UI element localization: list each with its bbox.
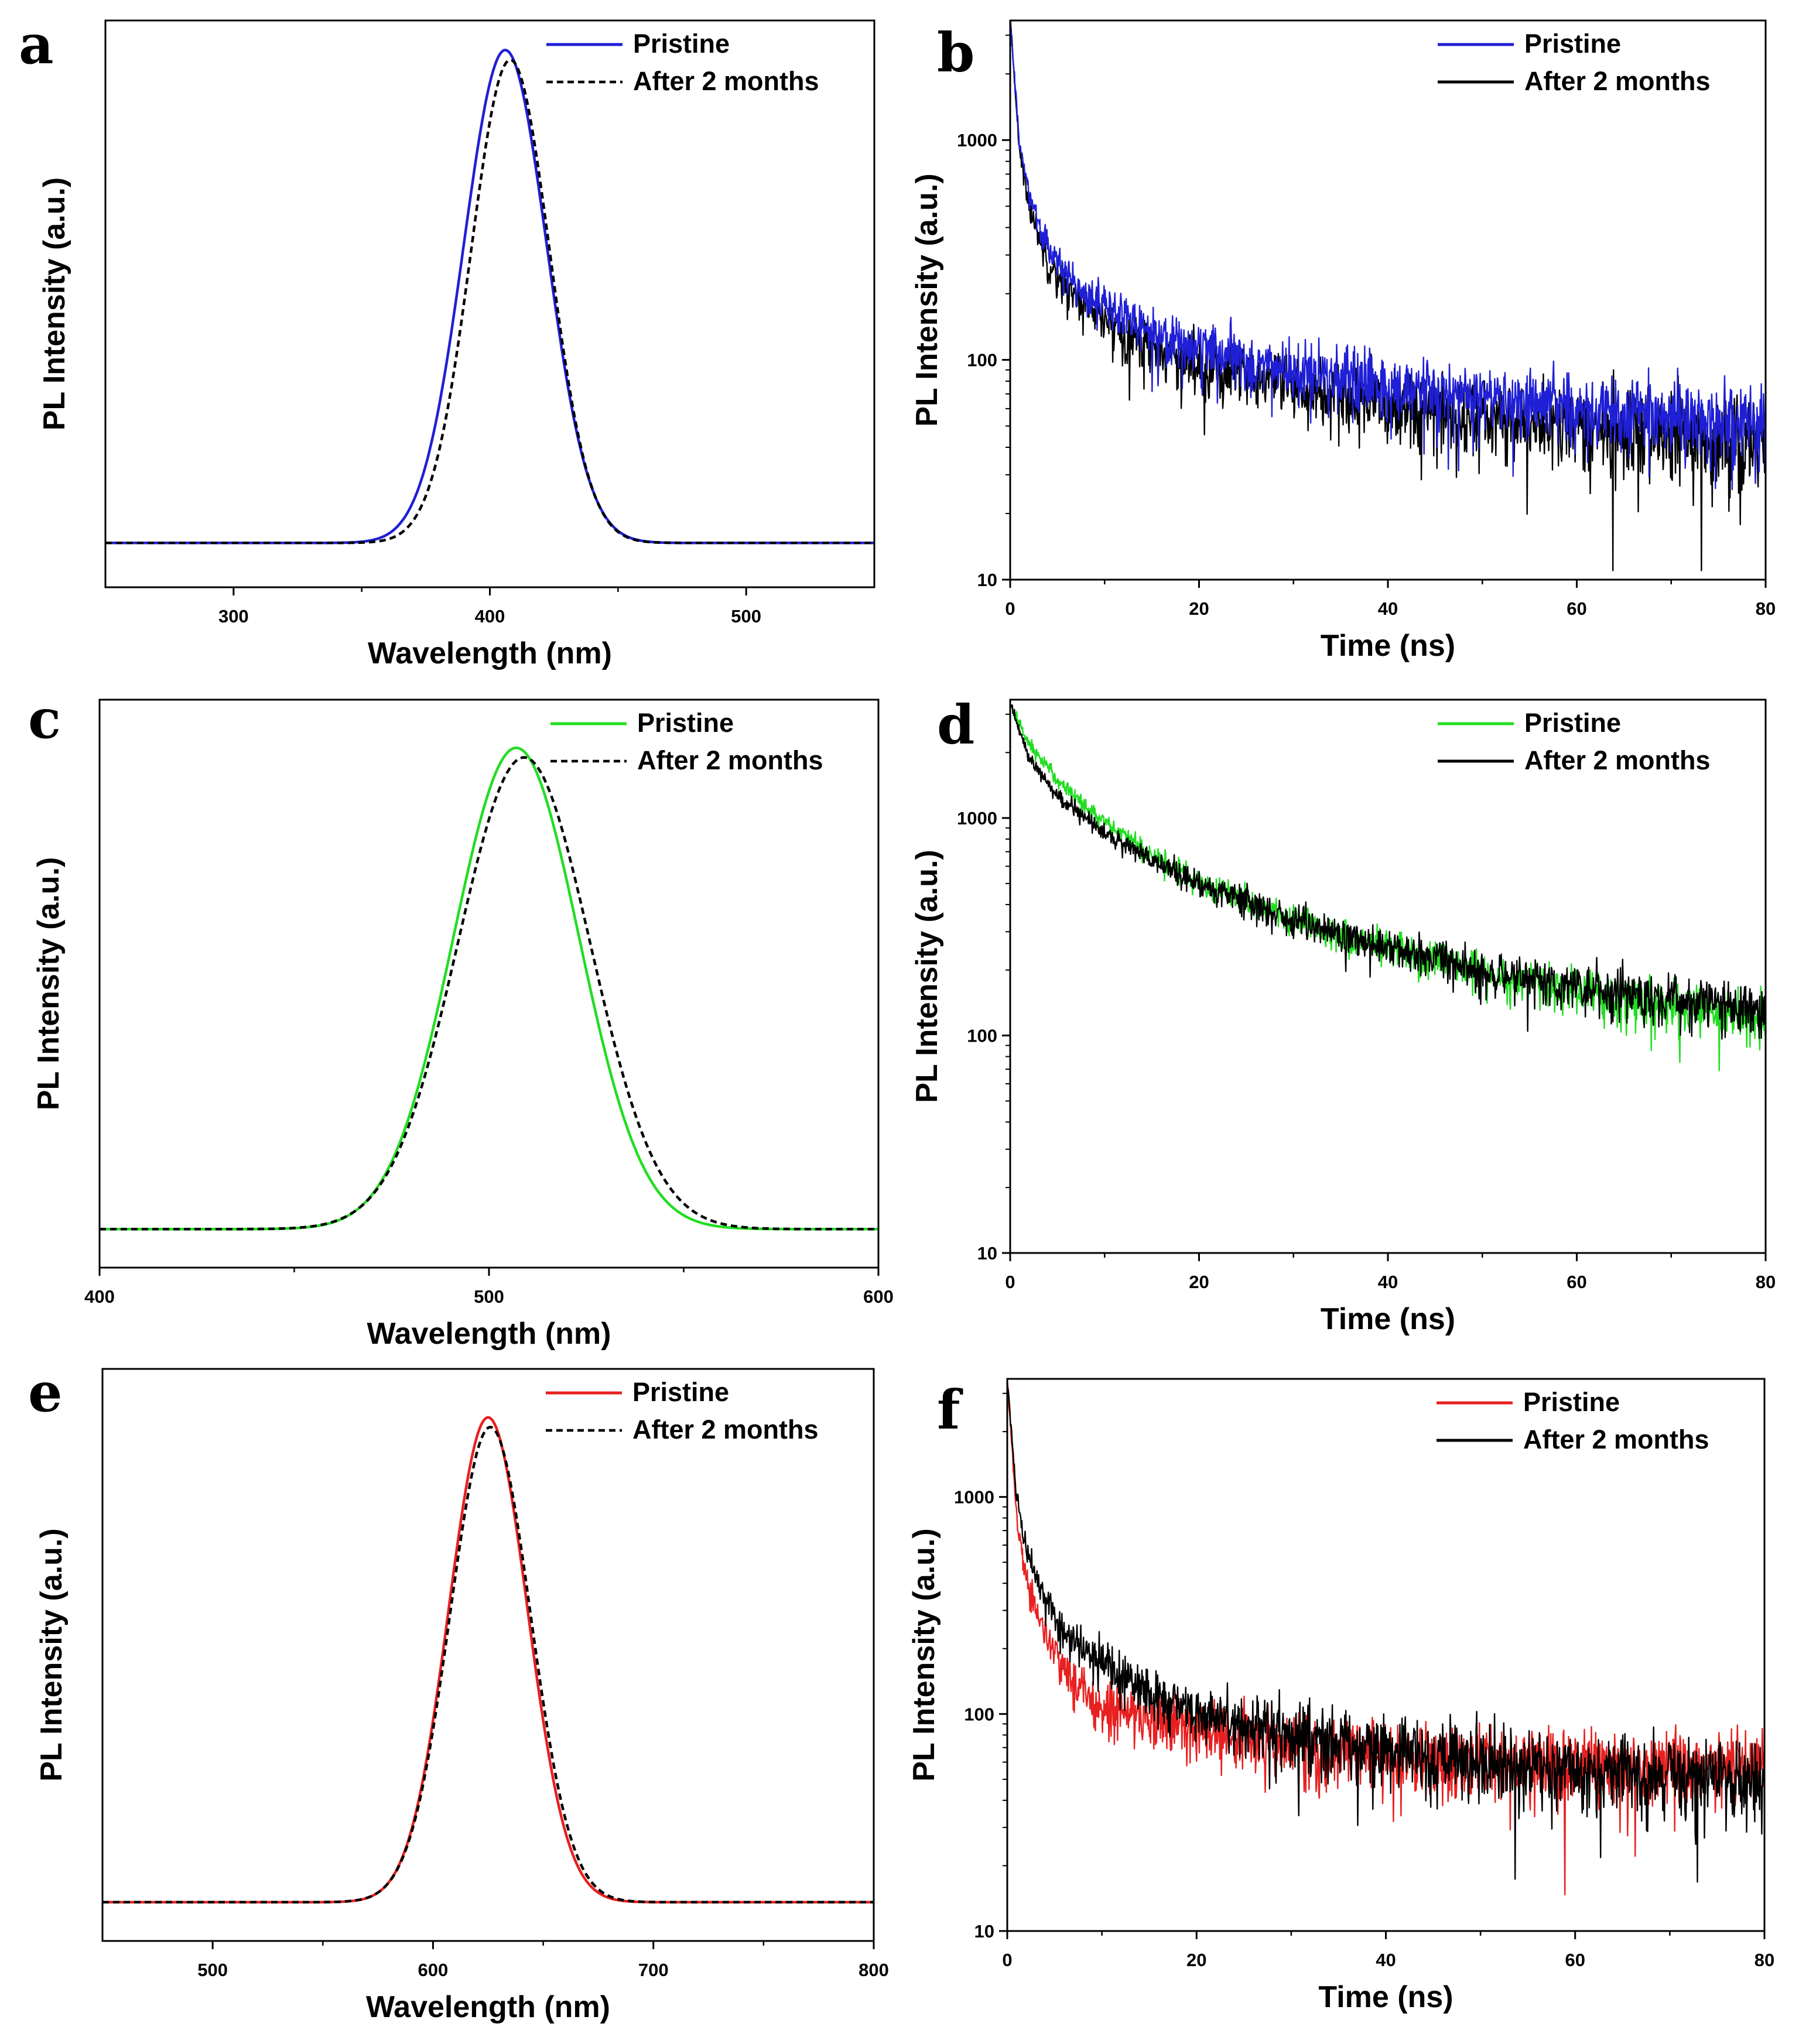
x-tick-label-f: 80 <box>1754 1950 1774 1970</box>
y-tick-label-f: 1000 <box>954 1487 994 1508</box>
legend-label-e: After 2 months <box>632 1415 819 1444</box>
plot-frame-c <box>98 699 880 1269</box>
panel-letter-c: c <box>28 687 61 751</box>
plot-area-f <box>1007 1379 1764 1896</box>
plot-area-b <box>1010 20 1766 571</box>
legend-label-f: After 2 months <box>1523 1425 1709 1454</box>
y-axis-title-a: PL Intensity (a.u.) <box>37 177 71 430</box>
x-tick-label-e: 700 <box>638 1960 669 1980</box>
plot-frame-b <box>1009 19 1767 581</box>
series-e-pristine <box>102 1416 874 1904</box>
x-tick-label-d: 20 <box>1189 1272 1209 1292</box>
series-b-after-2-months <box>1010 20 1766 571</box>
panel-letter-e: e <box>28 1361 63 1424</box>
y-axis-title-c: PL Intensity (a.u.) <box>32 857 66 1110</box>
x-tick-label-f: 20 <box>1186 1950 1206 1970</box>
plot-frame-d <box>1009 699 1767 1254</box>
x-tick-label-b: 20 <box>1189 598 1209 619</box>
series-f-after-2-months <box>1007 1379 1764 1883</box>
plot-area-e <box>102 1416 874 1904</box>
x-tick-label-a: 300 <box>218 606 249 626</box>
x-axis-title-b: Time (ns) <box>1321 629 1455 663</box>
x-axis-title-a: Wavelength (nm) <box>368 636 612 670</box>
plot-frame-e <box>101 1368 875 1942</box>
x-tick-label-b: 0 <box>1005 598 1015 619</box>
panel-c: 400 500 600 Wavelength (nm) PL Intensity (a.… <box>28 687 894 1351</box>
y-tick-label-d: 100 <box>967 1026 997 1046</box>
panel-e: 500 600 700 800 Wavelength (nm) PL Intensity … <box>28 1361 889 2024</box>
x-tick-label-f: 60 <box>1565 1950 1585 1970</box>
y-tick-label-f: 100 <box>964 1704 994 1724</box>
panel-a: 300 400 500 Wavelength (nm) PL Intensity (a.… <box>19 13 875 670</box>
x-tick-label-c: 500 <box>474 1286 504 1307</box>
legend-label-b: Pristine <box>1524 29 1621 59</box>
x-tick-label-c: 600 <box>863 1286 894 1307</box>
legend-label-e: Pristine <box>632 1377 729 1407</box>
x-tick-label-b: 80 <box>1756 598 1776 619</box>
plot-frame-f <box>1006 1378 1766 1932</box>
x-tick-label-a: 500 <box>731 606 761 626</box>
x-axis-title-c: Wavelength (nm) <box>367 1317 611 1351</box>
plot-area-d <box>1010 704 1766 1071</box>
series-f-pristine <box>1007 1379 1764 1896</box>
x-tick-label-e: 800 <box>859 1960 889 1980</box>
y-axis-title-b: PL Intensity (a.u.) <box>910 173 944 426</box>
legend-label-c: After 2 months <box>637 745 823 775</box>
legend-label-a: After 2 months <box>633 66 819 96</box>
legend-label-b: After 2 months <box>1524 66 1711 96</box>
legend-label-f: Pristine <box>1523 1387 1620 1417</box>
x-tick-label-d: 40 <box>1378 1272 1398 1292</box>
plot-area-c <box>100 746 878 1231</box>
series-c-after-2-months <box>100 756 878 1231</box>
y-tick-label-b: 100 <box>967 350 997 371</box>
panel-d: 0 20 40 60 80 10 100 1000 Time (ns) PL Intensity … <box>910 693 1776 1336</box>
series-d-after-2-months <box>1010 704 1766 1040</box>
x-axis-title-d: Time (ns) <box>1321 1302 1455 1336</box>
x-tick-label-f: 0 <box>1002 1950 1012 1970</box>
legend-label-a: Pristine <box>633 29 730 59</box>
panel-letter-d: d <box>937 693 974 756</box>
y-axis-title-d: PL Intensity (a.u.) <box>910 850 944 1103</box>
x-tick-label-e: 600 <box>418 1960 449 1980</box>
series-e-after-2-months <box>102 1426 874 1904</box>
plot-area-a <box>105 49 874 545</box>
y-tick-label-b: 1000 <box>957 130 997 150</box>
panel-letter-b: b <box>937 21 974 84</box>
legend-label-d: After 2 months <box>1524 745 1711 775</box>
plot-frame-a <box>104 19 875 588</box>
legend-label-d: Pristine <box>1524 708 1621 738</box>
series-b-pristine <box>1010 20 1766 491</box>
panel-f: 0 20 40 60 80 10 100 1000 Time (ns) PL Intensity … <box>907 1378 1774 2014</box>
panel-b: 0 20 40 60 80 10 100 1000 Time (ns) PL Intensity … <box>910 19 1776 663</box>
x-tick-label-d: 0 <box>1005 1272 1015 1292</box>
y-tick-label-b: 10 <box>977 570 997 590</box>
x-tick-label-d: 60 <box>1567 1272 1586 1292</box>
panel-letter-f: f <box>937 1378 963 1442</box>
x-tick-label-c: 400 <box>84 1286 115 1307</box>
x-axis-title-e: Wavelength (nm) <box>366 1990 610 2024</box>
x-tick-label-b: 40 <box>1378 598 1398 619</box>
legend-label-c: Pristine <box>637 708 734 738</box>
y-tick-label-d: 10 <box>977 1243 997 1264</box>
x-axis-title-f: Time (ns) <box>1318 1980 1453 2014</box>
panel-letter-a: a <box>19 13 54 76</box>
y-tick-label-d: 1000 <box>957 808 997 828</box>
y-axis-title-e: PL Intensity (a.u.) <box>35 1528 69 1781</box>
y-axis-title-f: PL Intensity (a.u.) <box>907 1528 941 1781</box>
x-tick-label-b: 60 <box>1567 598 1586 619</box>
y-tick-label-f: 10 <box>974 1921 994 1942</box>
x-tick-label-f: 40 <box>1376 1950 1396 1970</box>
x-tick-label-e: 500 <box>197 1960 228 1980</box>
x-tick-label-a: 400 <box>475 606 505 626</box>
series-a-after-2-months <box>105 59 874 545</box>
x-tick-label-d: 80 <box>1756 1272 1776 1292</box>
